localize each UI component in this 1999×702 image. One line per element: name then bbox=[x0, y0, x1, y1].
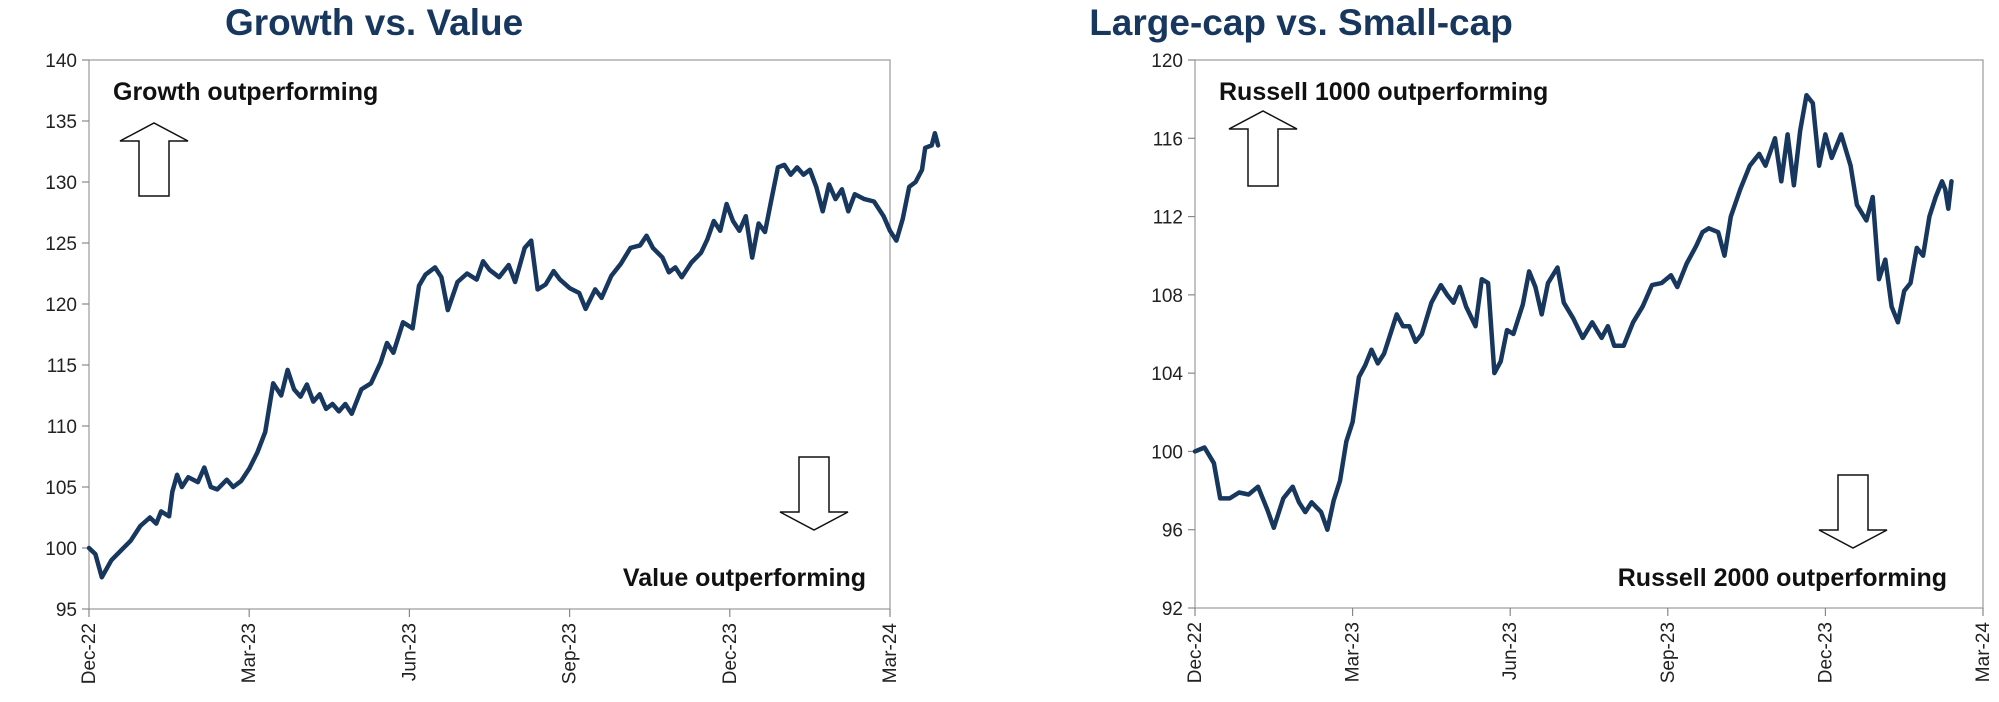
arrow-down-icon bbox=[1818, 474, 1888, 549]
y-tick-label: 115 bbox=[47, 356, 77, 377]
y-tick-label: 104 bbox=[1151, 364, 1183, 385]
y-tick-label: 120 bbox=[45, 295, 77, 316]
chart-title: Large-cap vs. Small-cap bbox=[1089, 2, 1513, 43]
x-tick-label: Mar-23 bbox=[239, 623, 260, 683]
y-tick-label: 120 bbox=[1151, 51, 1183, 72]
chart-growth-vs-value: 95 100 105 110 115 120 125 130 135 140 Dec-22 Mar-2… bbox=[45, 51, 941, 684]
x-tick-label: Jun-23 bbox=[1500, 622, 1521, 680]
annotation-bottom: Value outperforming bbox=[623, 564, 866, 592]
chart-panel-growth-vs-value: Growth vs. Value 95 100 105 110 115 120 125 130… bbox=[45, 2, 941, 684]
x-tick-label: Mar-24 bbox=[1973, 622, 1994, 683]
x-tick-label: Mar-24 bbox=[880, 623, 901, 684]
x-tick-label: Dec-23 bbox=[720, 623, 741, 684]
y-tick-label: 105 bbox=[45, 478, 77, 499]
annotation-bottom: Russell 2000 outperforming bbox=[1618, 564, 1947, 592]
x-tick-label: Dec-23 bbox=[1815, 622, 1836, 683]
x-tick-label: Dec-22 bbox=[1185, 622, 1206, 683]
plot-area bbox=[1194, 59, 1984, 609]
y-tick-label: 116 bbox=[1153, 129, 1183, 150]
x-tick-label: Mar-23 bbox=[1343, 622, 1364, 682]
y-tick-label: 130 bbox=[45, 173, 77, 194]
series-line bbox=[86, 130, 941, 580]
y-tick-label: 95 bbox=[56, 600, 77, 621]
x-tick-label: Jun-23 bbox=[399, 623, 420, 681]
y-tick-label: 100 bbox=[45, 539, 77, 560]
chart-panel-largecap-vs-smallcap: Large-cap vs. Small-cap 92 96 100 104 108 112… bbox=[1000, 0, 1999, 702]
arrow-up-icon bbox=[119, 122, 189, 197]
x-tick-label: Dec-22 bbox=[79, 623, 100, 684]
series-line bbox=[1192, 92, 1954, 532]
y-tick-label: 140 bbox=[45, 51, 77, 72]
arrow-up-icon bbox=[1228, 110, 1298, 187]
arrow-down-icon bbox=[779, 456, 849, 531]
y-tick-label: 112 bbox=[1153, 208, 1183, 229]
y-tick-label: 125 bbox=[45, 234, 77, 255]
plot-area bbox=[88, 59, 891, 610]
annotation-top: Russell 1000 outperforming bbox=[1219, 78, 1548, 106]
chart-largecap-vs-smallcap: 92 96 100 104 108 112 116 120 Dec-22 Mar-23 Jun-23… bbox=[1151, 51, 1994, 683]
y-tick-label: 135 bbox=[45, 112, 77, 133]
y-tick-label: 96 bbox=[1162, 521, 1183, 542]
y-tick-label: 108 bbox=[1151, 286, 1183, 307]
x-tick-label: Sep-23 bbox=[560, 623, 581, 684]
y-tick-label: 100 bbox=[1151, 442, 1183, 463]
y-tick-label: 110 bbox=[47, 417, 77, 438]
annotation-top: Growth outperforming bbox=[113, 78, 378, 106]
y-tick-label: 92 bbox=[1162, 599, 1183, 620]
x-tick-label: Sep-23 bbox=[1658, 622, 1679, 683]
